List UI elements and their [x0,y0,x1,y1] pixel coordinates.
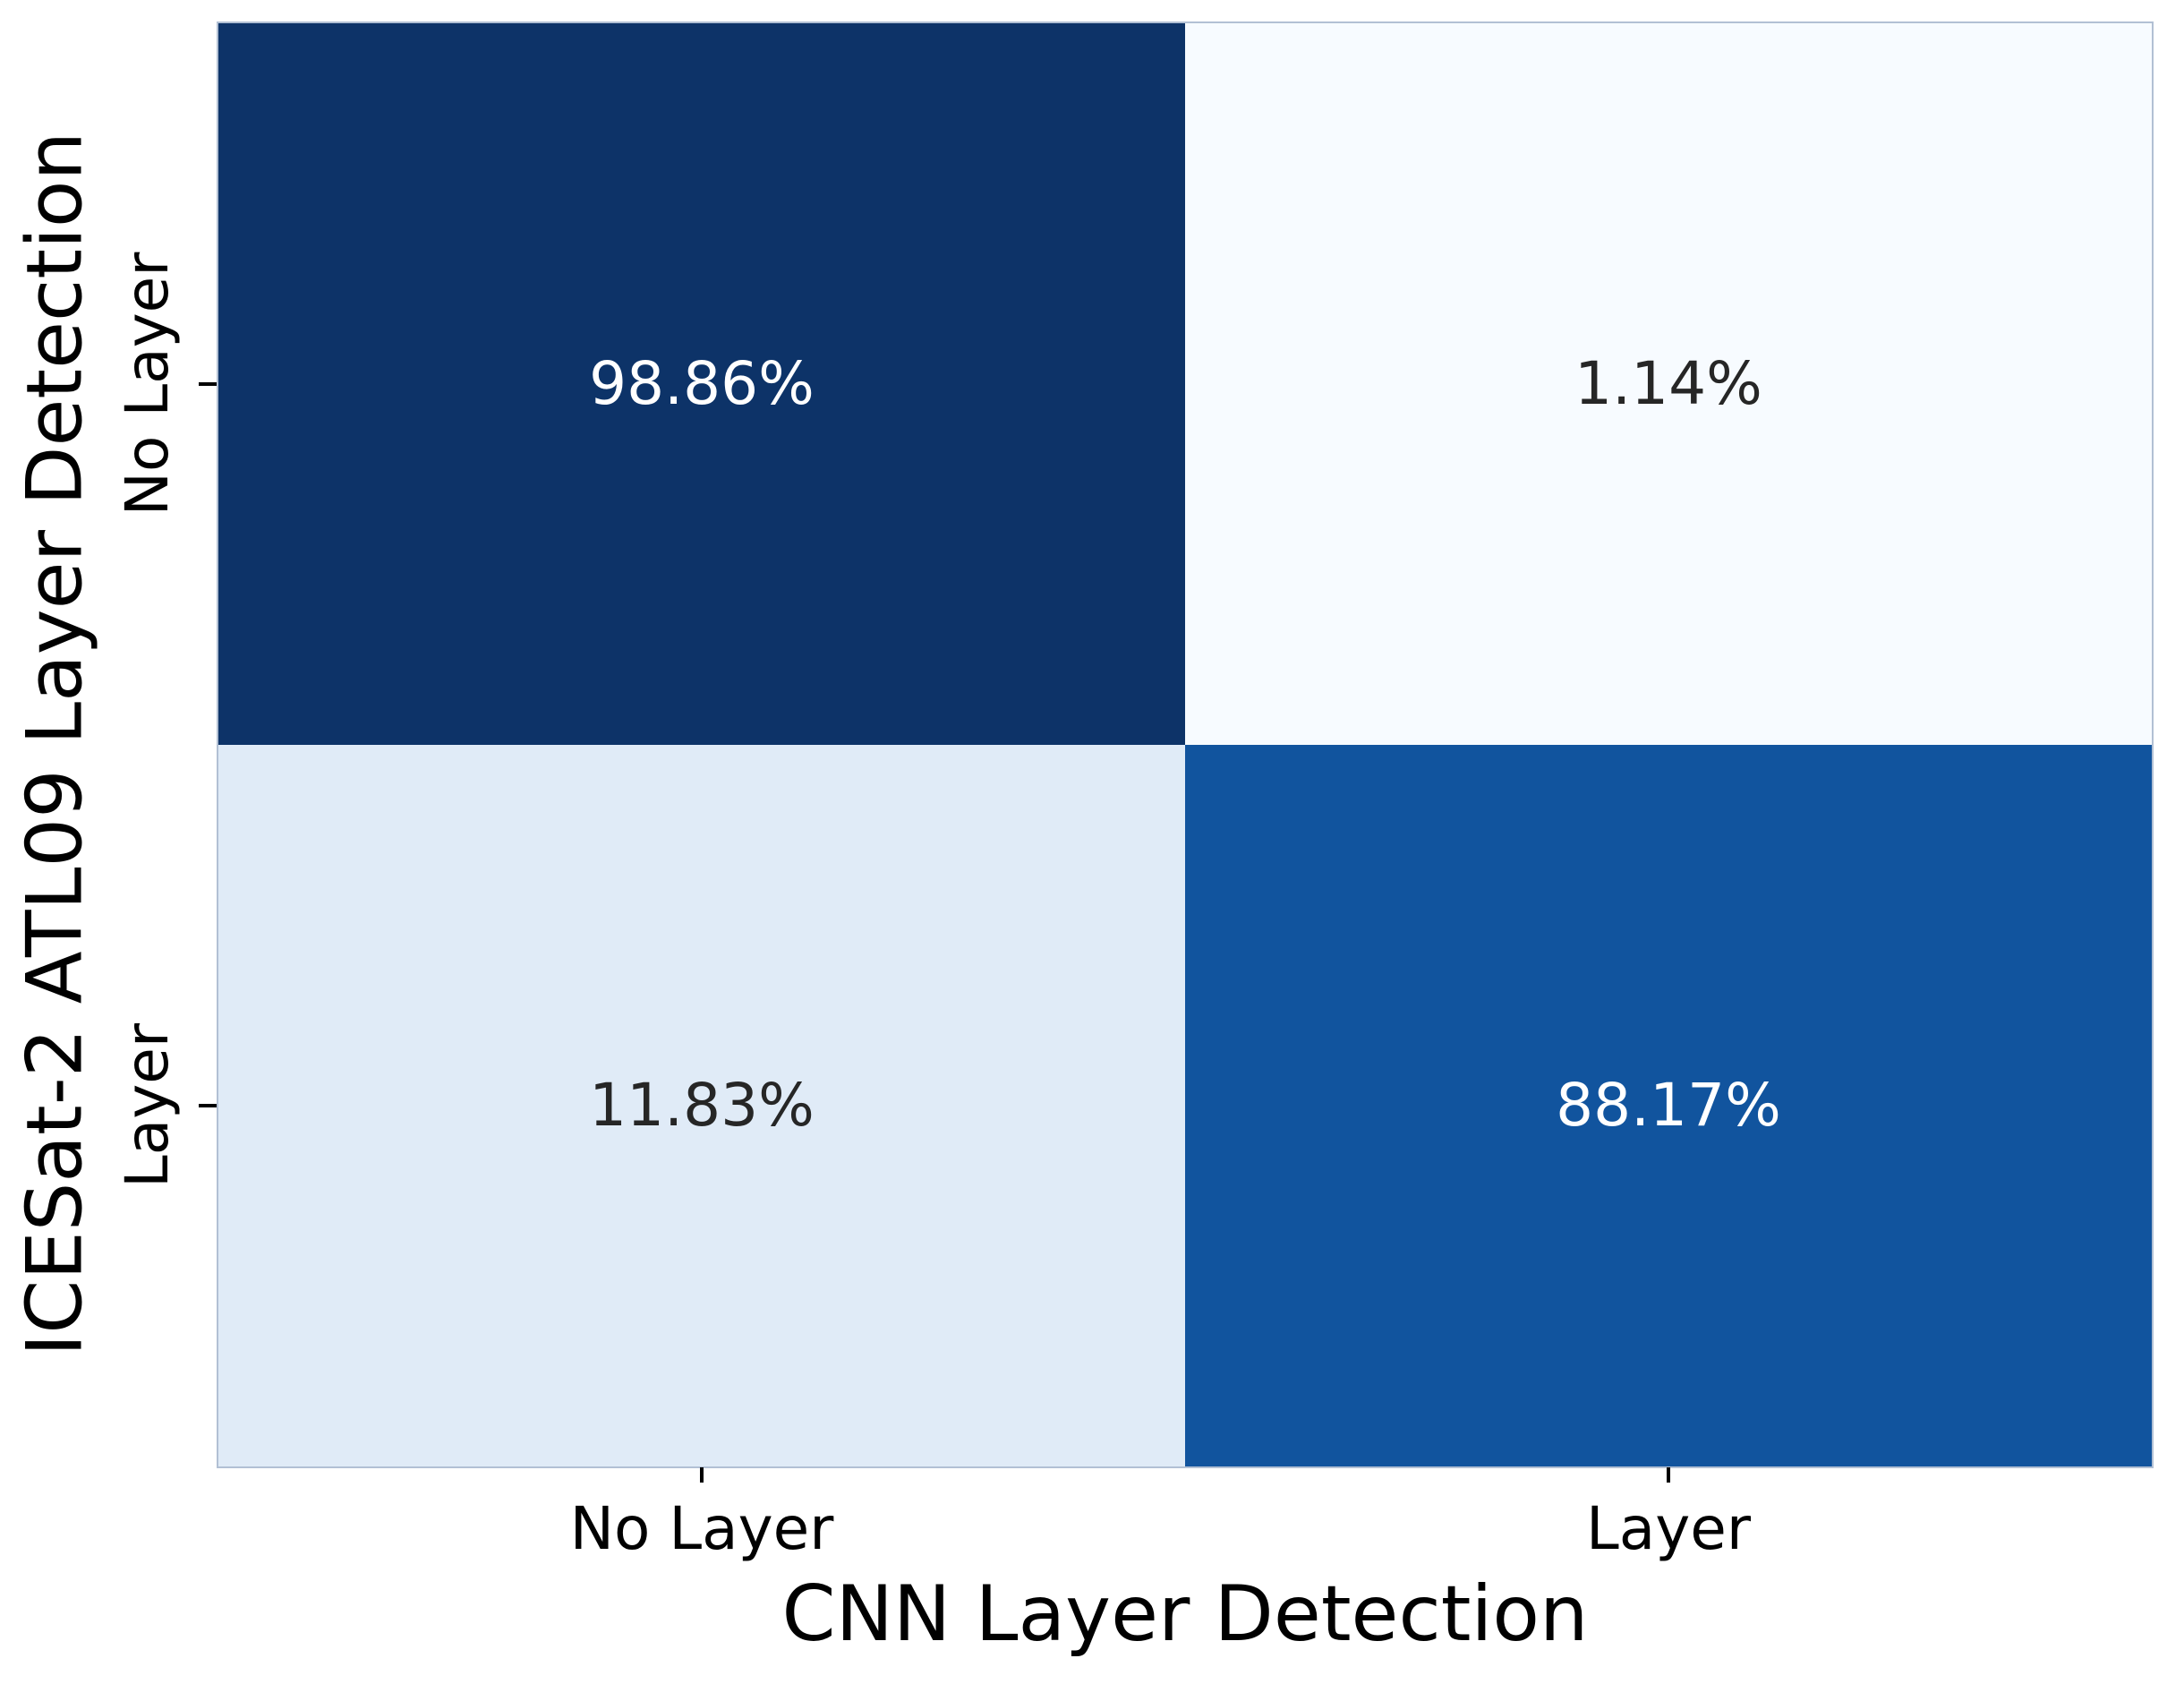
cell-true-layer-pred-layer: 88.17% [1185,745,2152,1466]
x-tick-mark [700,1467,704,1483]
y-tick-label-no-layer: No Layer [113,252,182,517]
x-axis-title: CNN Layer Detection [781,1569,1589,1659]
x-tick-mark [1667,1467,1670,1483]
x-tick-label-layer: Layer [1585,1494,1751,1563]
cell-true-no-layer-pred-no-layer: 98.86% [218,23,1185,745]
cell-value: 88.17% [1556,1071,1781,1140]
cell-true-layer-pred-no-layer: 11.83% [218,745,1185,1466]
y-tick-mark [199,382,218,386]
cell-true-no-layer-pred-layer: 1.14% [1185,23,2152,745]
cell-value: 11.83% [589,1071,815,1140]
y-tick-label-layer: Layer [113,1022,182,1189]
cell-value: 98.86% [589,349,815,418]
x-tick-label-no-layer: No Layer [569,1494,834,1563]
y-tick-mark [199,1104,218,1107]
y-axis-title: ICESat-2 ATL09 Layer Detection [10,131,100,1357]
heatmap-grid: 98.86% 1.14% 11.83% 88.17% [217,21,2154,1468]
cell-value: 1.14% [1574,349,1762,418]
